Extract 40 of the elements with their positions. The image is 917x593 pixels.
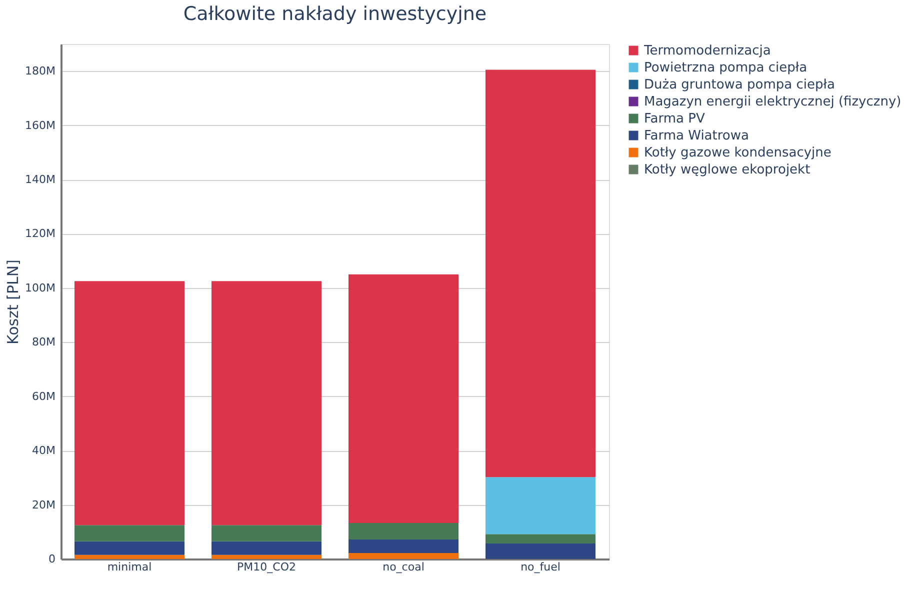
bar [74, 541, 184, 555]
bar [348, 522, 458, 540]
legend-label: Magazyn energii elektrycznej (fizyczny) [644, 94, 902, 110]
bar [348, 539, 458, 554]
bar [212, 554, 322, 559]
x-tick-label: PM10_CO2 [237, 560, 296, 574]
legend-label: Kotły gazowe kondensacyjne [644, 146, 832, 160]
bar [486, 70, 596, 478]
y-tick-label: 160M [25, 118, 56, 132]
bar [74, 525, 184, 542]
bar [212, 281, 322, 526]
y-axis-title: Koszt [PLN] [4, 260, 22, 344]
x-tick-label: minimal [107, 560, 152, 574]
chart-title: Całkowite nakłady inwestycyjne [183, 3, 487, 25]
bar [212, 541, 322, 555]
y-tick-label: 40M [32, 444, 56, 458]
legend-label: Termomodernizacja [643, 44, 771, 58]
legend-label: Powietrzna pompa ciepła [644, 60, 808, 76]
bar [486, 477, 596, 534]
y-tick-label: 80M [32, 336, 56, 349]
bar [348, 274, 458, 523]
y-tick-label: 180M [25, 64, 56, 78]
y-tick-label: 0 [48, 552, 56, 566]
bar [212, 525, 322, 542]
y-tick-label: 60M [32, 390, 56, 403]
legend-label: Farma PV [644, 112, 705, 126]
y-tick-label: 100M [25, 281, 56, 294]
x-tick-label: no_coal [382, 560, 424, 574]
y-tick-label: 20M [32, 498, 56, 512]
legend-label: Farma Wiatrowa [644, 128, 749, 144]
bar [74, 554, 184, 559]
bar [348, 553, 458, 559]
legend-label: Duża gruntowa pompa ciepła [644, 78, 835, 92]
legend-label: Kotły węglowe ekoprojekt [644, 162, 810, 178]
y-tick-label: 140M [25, 173, 56, 186]
y-tick-label: 120M [25, 227, 56, 240]
bar [74, 281, 184, 526]
bar [486, 534, 596, 544]
x-tick-label: no_fuel [520, 560, 560, 574]
bar [486, 544, 596, 559]
